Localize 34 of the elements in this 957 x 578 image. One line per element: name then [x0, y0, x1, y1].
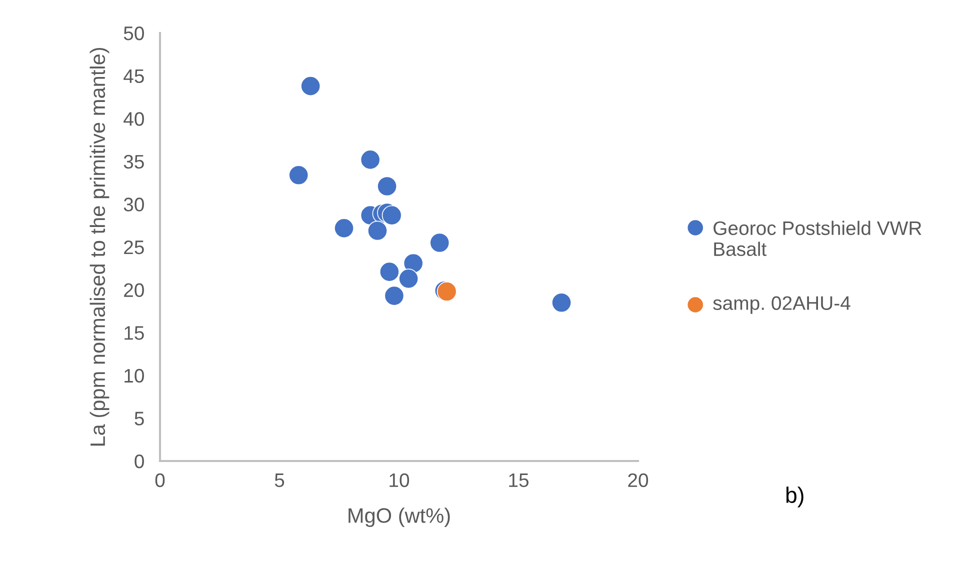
point: [288, 165, 309, 186]
legend-label: Georoc Postshield VWR Basalt: [714, 220, 922, 256]
point: [382, 205, 402, 226]
y-tick-label: 20: [124, 283, 144, 298]
point: [430, 232, 450, 253]
point: [403, 253, 424, 274]
y-tick-label: 40: [124, 112, 144, 126]
x-axis-title: MgO (wt%): [348, 508, 450, 528]
legend-label: samp. 02AHU-4: [713, 296, 850, 314]
point: [384, 286, 404, 306]
x-tick-label: 20: [628, 473, 648, 488]
point: [377, 176, 398, 196]
y-tick-label: 35: [124, 154, 144, 169]
point: [360, 150, 380, 170]
x-tick-label: 0: [155, 473, 165, 488]
x-tick-label: 10: [390, 473, 410, 488]
y-tick-label: 25: [124, 240, 144, 254]
x-tick-label: 5: [274, 474, 284, 488]
y-tick-label: 30: [124, 198, 144, 212]
text: b): [786, 486, 804, 508]
x-tick-label: 15: [509, 474, 528, 488]
y-tick-label: 5: [134, 412, 144, 426]
y-tick-label: 10: [124, 368, 144, 383]
y-tick-label: 50: [124, 26, 144, 40]
point: [398, 268, 419, 289]
point: [379, 262, 400, 282]
point: [552, 292, 572, 313]
y-tick-label: 15: [124, 326, 144, 340]
y-tick-label: 45: [124, 69, 144, 84]
point: [334, 218, 354, 238]
y-tick-label: 0: [134, 454, 144, 468]
y-axis-title: La (ppm normalised to the primitive mantle): [90, 48, 110, 446]
point: [368, 220, 388, 241]
point: [300, 76, 321, 96]
